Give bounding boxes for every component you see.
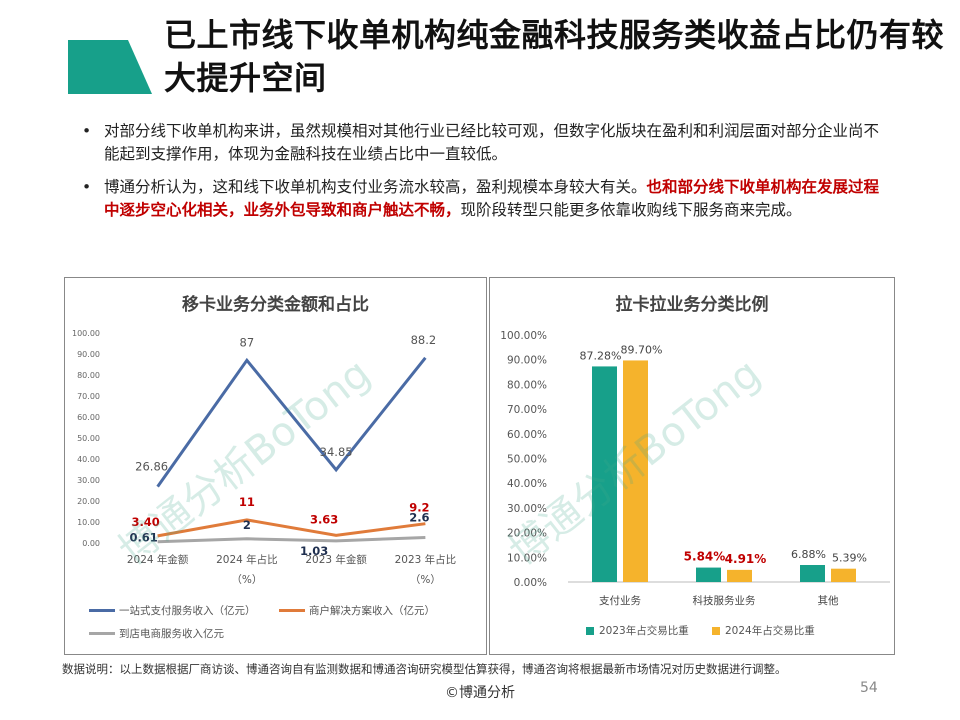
data-label: 3.40 bbox=[131, 515, 159, 529]
bar-value-label: 5.84% bbox=[684, 550, 726, 564]
y-tick-label: 80.00% bbox=[507, 379, 547, 391]
legend-item-2024: 2024年占交易比重 bbox=[712, 623, 815, 638]
bar bbox=[696, 567, 721, 582]
bar-value-label: 5.39% bbox=[832, 552, 867, 565]
data-label: 26.86 bbox=[135, 460, 168, 474]
y-tick-label: 20.00 bbox=[77, 497, 100, 506]
yeahka-line-chart: 0.00 10.00 20.00 30.00 40.00 50.00 60.00 70.00 8… bbox=[72, 329, 457, 586]
data-label: 9.2 bbox=[409, 501, 429, 515]
y-tick-label: 70.00 bbox=[77, 392, 100, 401]
x-tick-label: 科技服务业务 bbox=[693, 594, 756, 607]
y-tick-label: 10.00% bbox=[507, 552, 547, 564]
bullet-dot-icon: • bbox=[82, 122, 92, 140]
y-tick-label: 30.00 bbox=[77, 476, 100, 485]
data-label: 87 bbox=[240, 335, 255, 349]
lakala-chart-title: 拉卡拉业务分类比例 bbox=[615, 295, 769, 315]
series-line-1 bbox=[157, 518, 426, 538]
bar bbox=[727, 569, 752, 582]
data-label: 1.03 bbox=[300, 544, 328, 558]
y-tick-label: 90.00 bbox=[77, 350, 100, 359]
bullet-1-text: 对部分线下收单机构来讲，虽然规模相对其他行业已经比较可观，但数字化版块在盈利和利… bbox=[104, 122, 880, 163]
data-label: 2 bbox=[243, 518, 251, 532]
data-label: 88.2 bbox=[411, 333, 437, 347]
bullet-item-2: • 博通分析认为，这和线下收单机构支付业务流水较高，盈利规模本身较大有关。也和部… bbox=[82, 176, 882, 222]
y-tick-label: 0.00% bbox=[514, 577, 547, 589]
legend-label-merchant: 商户解决方案收入（亿元） bbox=[309, 605, 435, 617]
bullet-dot-icon: • bbox=[82, 178, 92, 196]
x-tick-label-unit: （%） bbox=[231, 574, 262, 586]
y-tick-label: 0.00 bbox=[82, 539, 100, 548]
legend-label-payment: 一站式支付服务收入（亿元） bbox=[119, 605, 256, 617]
bar bbox=[623, 360, 648, 582]
copyright: ©博通分析 bbox=[445, 685, 515, 701]
legend-item-payment: 一站式支付服务收入（亿元） bbox=[89, 603, 256, 618]
x-tick-label-unit: （%） bbox=[410, 574, 441, 586]
y-tick-label: 60.00% bbox=[507, 429, 547, 441]
y-tick-label: 100.00 bbox=[72, 329, 100, 338]
bullet-item-1: • 对部分线下收单机构来讲，虽然规模相对其他行业已经比较可观，但数字化版块在盈利… bbox=[82, 120, 882, 166]
bar bbox=[592, 366, 617, 582]
data-label: 2.6 bbox=[409, 511, 429, 525]
legend-item-ecommerce: 到店电商服务收入亿元 bbox=[89, 626, 224, 641]
data-label: 3.63 bbox=[310, 512, 338, 526]
bar bbox=[831, 568, 856, 582]
series-line-0 bbox=[156, 356, 427, 488]
legend-swatch-2024 bbox=[712, 626, 720, 635]
legend-label-ecommerce: 到店电商服务收入亿元 bbox=[119, 628, 224, 640]
legend-line-ecommerce bbox=[89, 632, 115, 635]
y-tick-label: 60.00 bbox=[77, 413, 100, 422]
data-label: 11 bbox=[239, 495, 255, 509]
y-tick-label: 50.00 bbox=[77, 434, 100, 443]
bar-value-label: 89.70% bbox=[621, 343, 663, 356]
lakala-chart-panel: 拉卡拉业务分类比例 0.00% 10.00% 20.00% 30.00% 40.00% 5… bbox=[489, 277, 895, 655]
y-tick-label: 50.00% bbox=[507, 454, 547, 466]
y-tick-label: 30.00% bbox=[507, 503, 547, 515]
header-accent-shape bbox=[68, 40, 152, 94]
y-tick-label: 40.00% bbox=[507, 478, 547, 490]
x-tick-label: 2024 年金额 bbox=[127, 553, 189, 566]
page-number: 54 bbox=[860, 680, 878, 696]
yeahka-chart-panel: 移卡业务分类金额和占比 0.00 10.00 20.00 30.00 40.00 50.0… bbox=[64, 277, 487, 655]
bar-value-label: 4.91% bbox=[725, 552, 767, 566]
y-tick-label: 80.00 bbox=[77, 371, 100, 380]
bullet-list: • 对部分线下收单机构来讲，虽然规模相对其他行业已经比较可观，但数字化版块在盈利… bbox=[82, 120, 882, 232]
data-note: 数据说明：以上数据根据厂商访谈、博通咨询自有监测数据和博通咨询研究模型估算获得，… bbox=[62, 662, 787, 676]
x-tick-label: 2023 年金额 bbox=[305, 553, 367, 566]
y-tick-label: 100.00% bbox=[500, 330, 547, 342]
y-tick-label: 40.00 bbox=[77, 455, 100, 464]
legend-label-2024: 2024年占交易比重 bbox=[725, 625, 815, 637]
legend-swatch-2023 bbox=[586, 626, 594, 635]
y-tick-label: 20.00% bbox=[507, 528, 547, 540]
page-title: 已上市线下收单机构纯金融科技服务类收益占比仍有较大提升空间 bbox=[164, 16, 945, 97]
x-tick-label: 其他 bbox=[818, 594, 839, 607]
yeahka-chart-title: 移卡业务分类金额和占比 bbox=[182, 295, 369, 315]
data-label: 0.61 bbox=[129, 531, 157, 545]
bullet-2-highlight: 也和部分线下收单机构在发展过程中逐步空心化相关，业务外包导致和商户触达不畅， bbox=[104, 178, 880, 219]
bullet-2-text: 博通分析认为，这和线下收单机构支付业务流水较高，盈利规模本身较大有关。 bbox=[104, 178, 647, 196]
lakala-bar-chart: 0.00% 10.00% 20.00% 30.00% 40.00% 50.00% 60.00… bbox=[500, 330, 890, 607]
bar bbox=[800, 565, 825, 582]
legend-item-2023: 2023年占交易比重 bbox=[586, 623, 689, 638]
y-tick-label: 70.00% bbox=[507, 404, 547, 416]
bar-value-label: 6.88% bbox=[791, 548, 826, 561]
series-line-2 bbox=[157, 536, 426, 544]
y-tick-label: 90.00% bbox=[507, 355, 547, 367]
x-tick-label: 2024 年占比 bbox=[216, 553, 278, 566]
bar-value-label: 87.28% bbox=[580, 349, 622, 362]
bullet-2-tail: 现阶段转型只能更多依靠收购线下服务商来完成。 bbox=[460, 201, 802, 219]
data-label: 34.85 bbox=[320, 445, 353, 459]
legend-item-merchant: 商户解决方案收入（亿元） bbox=[279, 603, 435, 618]
legend-label-2023: 2023年占交易比重 bbox=[599, 625, 689, 637]
y-tick-label: 10.00 bbox=[77, 518, 100, 527]
x-tick-label: 支付业务 bbox=[599, 594, 641, 607]
x-tick-label: 2023 年占比 bbox=[395, 553, 457, 566]
legend-line-payment bbox=[89, 609, 115, 612]
legend-line-merchant bbox=[279, 609, 305, 612]
